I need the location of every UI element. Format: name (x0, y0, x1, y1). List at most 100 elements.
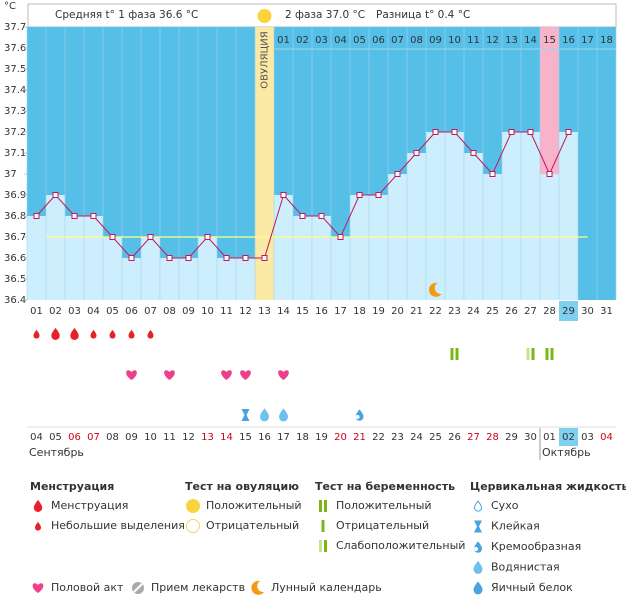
temperature-point (71, 213, 78, 219)
legend-label: Положительный (206, 499, 302, 512)
test-bar (319, 500, 322, 512)
cycle-day-label: 25 (486, 306, 499, 317)
icon-sex (126, 370, 137, 380)
heart (126, 370, 137, 380)
notch (474, 547, 478, 551)
heart (32, 583, 44, 593)
temperature-point (166, 255, 173, 261)
temp-fill-bar (84, 216, 103, 300)
legend-title: Менструация (30, 480, 114, 493)
temperature-point (33, 213, 40, 219)
temperature-point (147, 234, 154, 240)
icon-sex (221, 370, 232, 380)
heart (164, 370, 175, 380)
luteal-day-label: 01 (277, 35, 290, 46)
moon (428, 282, 442, 297)
month-label: Октябрь (542, 446, 591, 459)
date-label: 04 (600, 432, 613, 443)
cycle-day-label: 17 (334, 306, 347, 317)
cycle-day-label: 27 (524, 306, 537, 317)
icon-sex (278, 370, 289, 380)
date-label: 11 (163, 432, 176, 443)
icon-menstruation (33, 499, 43, 513)
temperature-point (204, 234, 211, 240)
icon-dry (473, 500, 483, 512)
date-label: 19 (315, 432, 328, 443)
today-day-box (559, 301, 578, 321)
drop (70, 327, 79, 341)
date-label: 06 (68, 432, 81, 443)
date-label: 27 (467, 432, 480, 443)
temperature-point (242, 255, 249, 261)
y-tick-label: 36.9 (4, 190, 26, 201)
cycle-day-label: 30 (581, 306, 594, 317)
legend-title: Тест на беременность (315, 480, 455, 493)
y-tick-label: 37 (4, 169, 17, 180)
cycle-day-label: 03 (68, 306, 81, 317)
icon-egg-white (473, 581, 483, 595)
icon-sex (32, 583, 44, 593)
luteal-day-label: 09 (429, 35, 442, 46)
date-label: 28 (486, 432, 499, 443)
y-tick-label: 36.6 (4, 253, 26, 264)
y-tick-label: 37.2 (4, 127, 26, 138)
legend-label: Небольшие выделения (51, 519, 185, 532)
cycle-day-label: 06 (125, 306, 138, 317)
date-label: 17 (277, 432, 290, 443)
temp-fill-bar (312, 216, 331, 300)
temperature-point (280, 192, 287, 198)
legend-label: Кремообразная (491, 540, 581, 553)
y-axis-label: °C (4, 1, 16, 12)
test-bar (319, 540, 322, 552)
icon-menstruation (70, 327, 79, 341)
temp-fill-bar (274, 195, 293, 300)
test-bar (526, 348, 530, 360)
drop (259, 408, 270, 422)
legend-label: Сухо (491, 499, 519, 512)
temp-fill-bar (407, 153, 426, 300)
temp-fill-bar (502, 132, 521, 300)
icon-spotting (109, 329, 116, 339)
legend-title: Тест на овуляцию (185, 480, 299, 493)
heart (278, 370, 289, 380)
temperature-point (413, 150, 420, 156)
date-label: 10 (144, 432, 157, 443)
heart (240, 370, 251, 380)
icon-watery (473, 560, 483, 574)
drop (34, 521, 42, 531)
legend-label: Яичный белок (491, 581, 573, 594)
cycle-day-label: 21 (410, 306, 423, 317)
icon-watery (278, 408, 289, 422)
y-tick-label: 37.3 (4, 106, 26, 117)
temperature-point (451, 129, 458, 135)
temp-fill-bar (369, 195, 388, 300)
luteal-day-label: 11 (467, 35, 480, 46)
cycle-day-label: 12 (239, 306, 252, 317)
icon-watery (259, 408, 270, 422)
cycle-day-label: 24 (467, 306, 480, 317)
temp-fill-bar (65, 216, 84, 300)
today-date-box (559, 428, 578, 446)
icon-creamy (355, 409, 364, 421)
date-label: 08 (106, 432, 119, 443)
y-tick-label: 36.7 (4, 232, 26, 243)
temperature-point (432, 129, 439, 135)
luteal-day-label: 15 (543, 35, 556, 46)
date-label: 16 (258, 432, 271, 443)
date-label: 04 (30, 432, 43, 443)
icon-menstruation (51, 327, 60, 341)
temperature-point (356, 192, 363, 198)
legend-label: Клейкая (491, 520, 540, 533)
icon-sex (164, 370, 175, 380)
cycle-day-label: 22 (429, 306, 442, 317)
luteal-day-label: 08 (410, 35, 423, 46)
luteal-day-label: 07 (391, 35, 404, 46)
temperature-point (185, 255, 192, 261)
temp-fill-bar (559, 132, 578, 300)
date-label: 14 (220, 432, 233, 443)
icon-spotting (90, 329, 97, 339)
temp-fill-bar (331, 237, 350, 300)
y-tick-label: 37.1 (4, 148, 26, 159)
y-tick-label: 36.5 (4, 274, 26, 285)
ovulation-column (255, 27, 274, 300)
